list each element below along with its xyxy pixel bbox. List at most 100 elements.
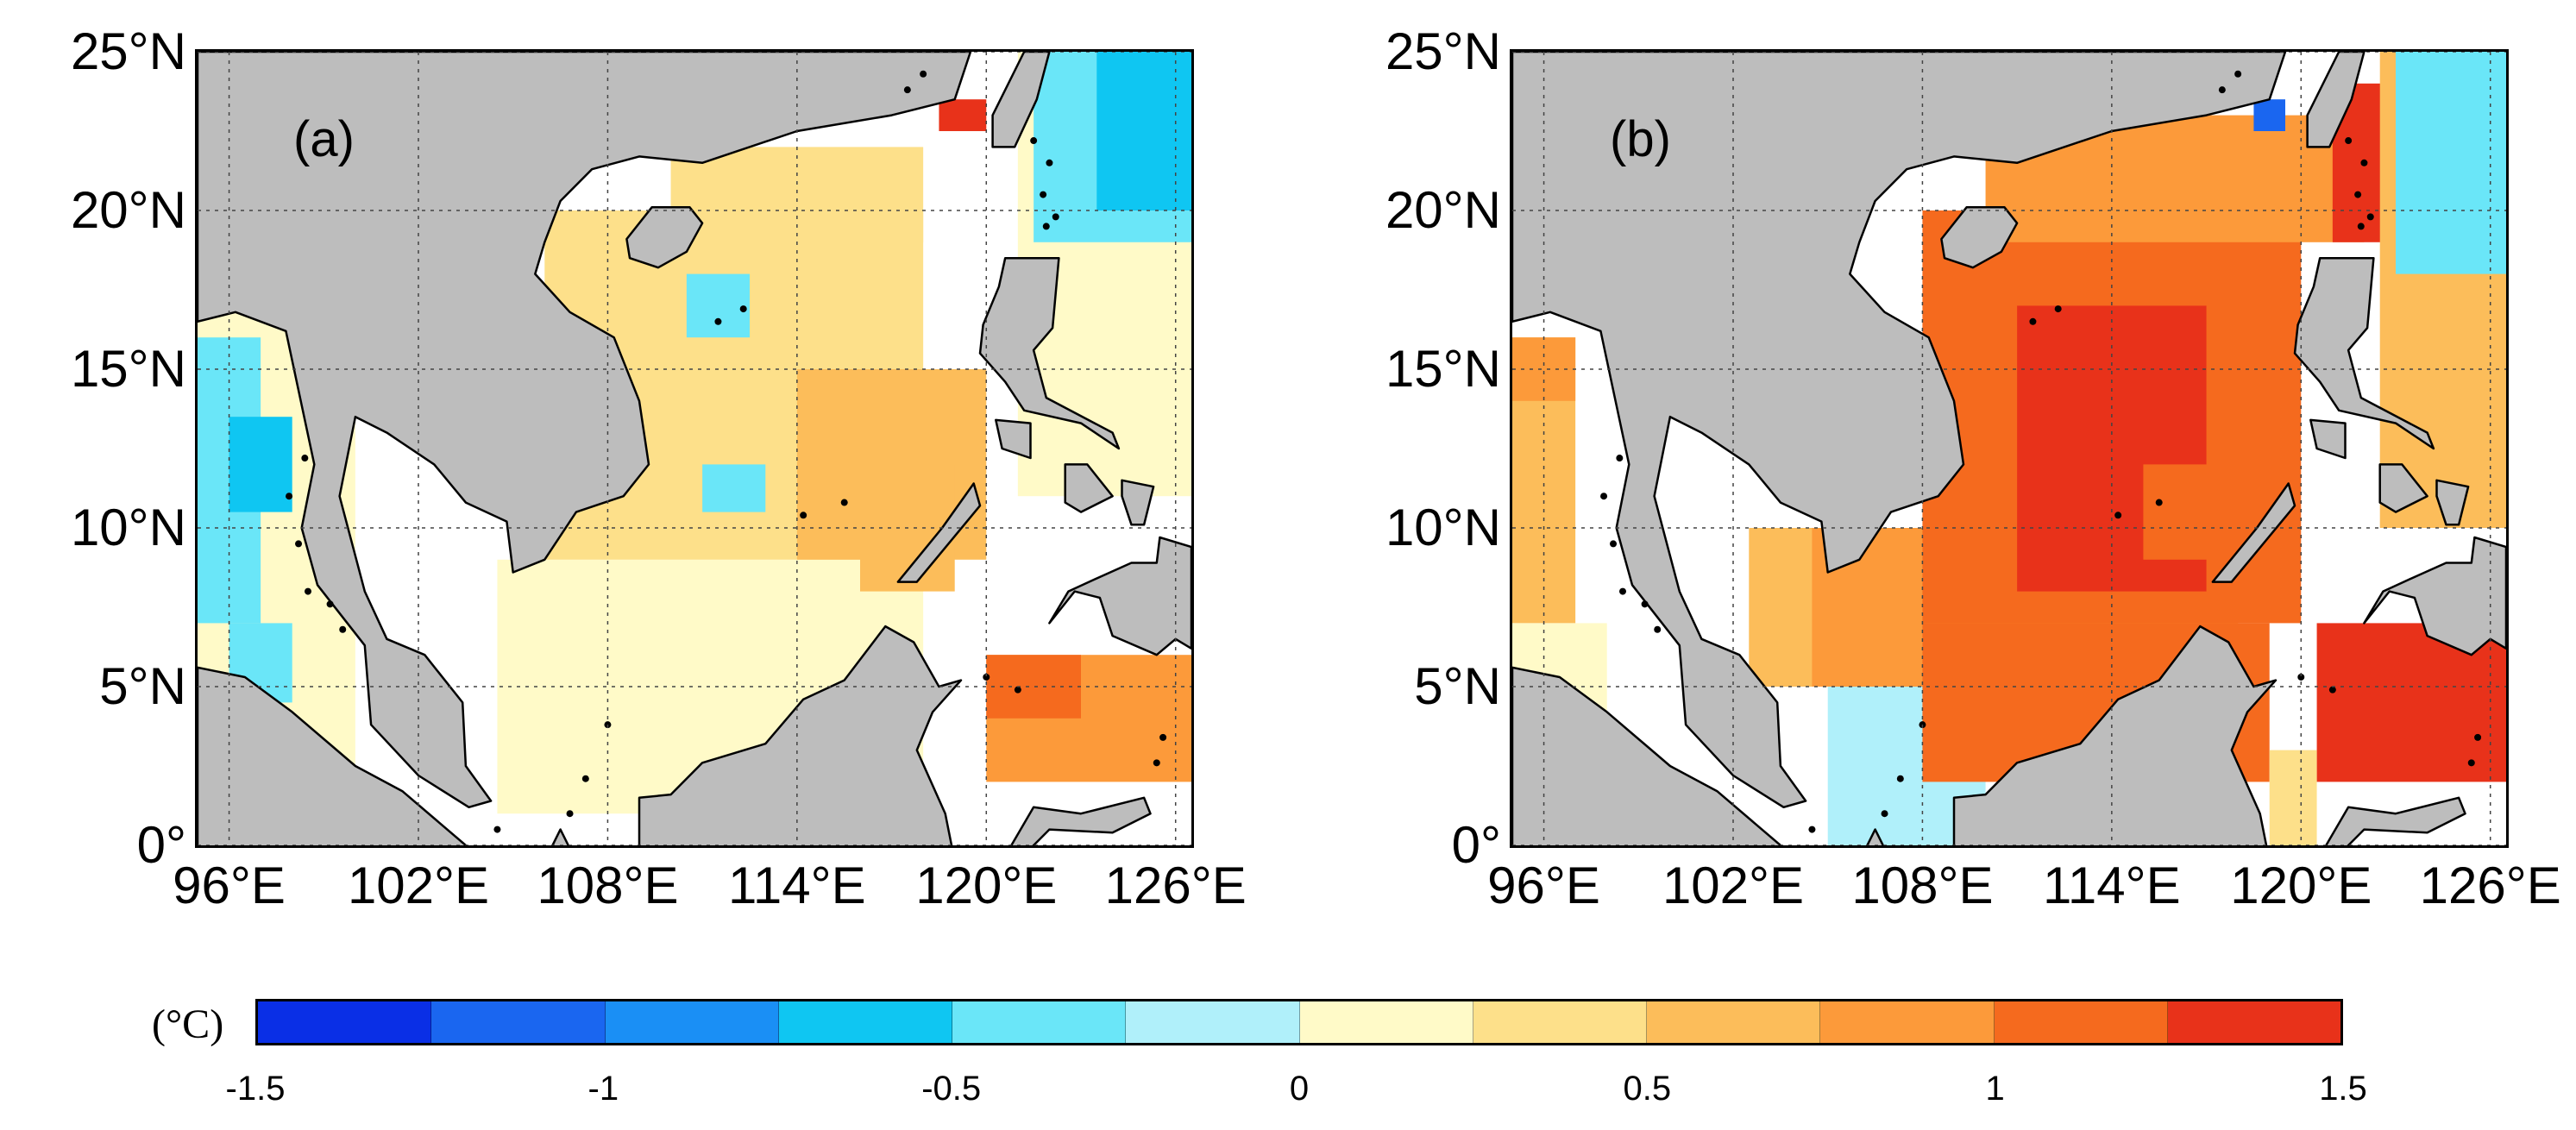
x-tick-label: 126°E [2419, 857, 2561, 914]
small-island [2234, 70, 2242, 78]
x-tick-label: 96°E [173, 857, 286, 914]
colorbar-tick-label: -1 [587, 1070, 619, 1108]
colorbar-segment [1820, 1001, 1995, 1043]
colorbar-tick-label: 0.5 [1623, 1070, 1672, 1108]
colorbar-segment [605, 1001, 779, 1043]
small-island [840, 499, 848, 506]
land-mass [991, 52, 1051, 148]
land-mass [2293, 256, 2435, 450]
y-tick-label: 0° [1451, 816, 1501, 874]
colorbar-segment [1473, 1001, 1647, 1043]
land-mass [638, 625, 963, 845]
small-island [1030, 137, 1038, 145]
small-island [1159, 733, 1167, 741]
small-island [305, 587, 311, 595]
colorbar-segment [258, 1001, 432, 1043]
small-island [339, 625, 347, 633]
small-island [2357, 223, 2365, 230]
x-tick-label: 108°E [1851, 857, 1994, 914]
colorbar-tick-label: -0.5 [921, 1070, 982, 1108]
small-island [2474, 733, 2482, 741]
small-island [1616, 455, 1624, 462]
y-tick-label: 15°N [70, 340, 186, 398]
land-mass [896, 482, 982, 583]
sst-anomaly-cell [2143, 464, 2239, 560]
y-tick-label: 20°N [70, 181, 186, 239]
land-mass [995, 418, 1032, 460]
small-island [920, 70, 927, 78]
small-island [2114, 512, 2122, 519]
x-tick-label: 120°E [915, 857, 1058, 914]
x-tick-label: 102°E [347, 857, 490, 914]
colorbar-segment [2167, 1001, 2340, 1043]
small-island [2297, 673, 2305, 681]
small-island [2345, 137, 2353, 145]
x-tick-label: 114°E [2043, 857, 2181, 914]
small-island [1610, 540, 1618, 548]
panel-label-a: (a) [293, 111, 355, 167]
small-island [983, 673, 990, 681]
land-mass [198, 52, 972, 809]
colorbar-tick-label: 1.5 [2319, 1070, 2367, 1108]
land-mass [2324, 796, 2466, 845]
panel-label-b: (b) [1610, 111, 1671, 167]
small-island [1040, 191, 1047, 198]
small-island [1641, 600, 1649, 608]
land-mass [1009, 796, 1152, 845]
small-island [714, 317, 722, 325]
y-tick-label: 20°N [1385, 181, 1501, 239]
sst-anomaly-cell [686, 273, 750, 338]
small-island [493, 826, 501, 833]
y-tick-label: 10°N [1385, 499, 1501, 556]
colorbar-segment [1126, 1001, 1300, 1043]
sst-anomaly-cell [702, 464, 766, 512]
land-mass [1866, 828, 1885, 845]
land-mass [1512, 666, 1782, 845]
land-mass [1512, 52, 2287, 809]
x-tick-label: 114°E [728, 857, 866, 914]
small-island [2467, 759, 2475, 767]
map-frame-b [1510, 49, 2509, 848]
colorbar-segment [952, 1001, 1127, 1043]
small-island [1881, 810, 1888, 818]
small-island [2029, 317, 2037, 325]
colorbar-segment [1994, 1001, 2168, 1043]
small-island [566, 810, 574, 818]
y-tick-label: 5°N [1414, 657, 1501, 715]
land-mass [1121, 479, 1155, 526]
small-island [2218, 86, 2226, 94]
colorbar-unit: (°C) [152, 1001, 224, 1047]
x-tick-label: 126°E [1104, 857, 1247, 914]
land-mass [2211, 482, 2296, 583]
land-mass [625, 206, 704, 269]
small-island [739, 305, 747, 313]
colorbar-segment [431, 1001, 606, 1043]
small-island [1052, 213, 1059, 221]
x-tick-label: 120°E [2230, 857, 2372, 914]
land-mass [2363, 536, 2506, 656]
y-tick-label: 0° [136, 816, 186, 874]
land-mass [198, 666, 468, 845]
small-island [800, 512, 807, 519]
colorbar-tick-label: 1 [1985, 1070, 2005, 1108]
small-island [326, 600, 334, 608]
map-frame-a [195, 49, 1194, 848]
small-island [581, 775, 589, 782]
small-island [286, 493, 293, 500]
y-tick-label: 5°N [99, 657, 186, 715]
sst-anomaly-cell [2396, 52, 2506, 274]
sst-anomaly-cell [2269, 750, 2317, 845]
x-tick-label: 96°E [1487, 857, 1600, 914]
small-island [2328, 686, 2336, 694]
map-svg [1512, 52, 2506, 845]
land-mass [1952, 625, 2278, 845]
land-mass [1940, 206, 2019, 269]
small-island [2360, 159, 2368, 166]
sst-anomaly-cell [1096, 52, 1191, 210]
y-tick-label: 25°N [1385, 22, 1501, 80]
small-island [1153, 759, 1160, 767]
land-mass [2306, 52, 2366, 148]
land-mass [2435, 479, 2470, 526]
small-island [2366, 213, 2374, 221]
y-tick-label: 10°N [70, 499, 186, 556]
